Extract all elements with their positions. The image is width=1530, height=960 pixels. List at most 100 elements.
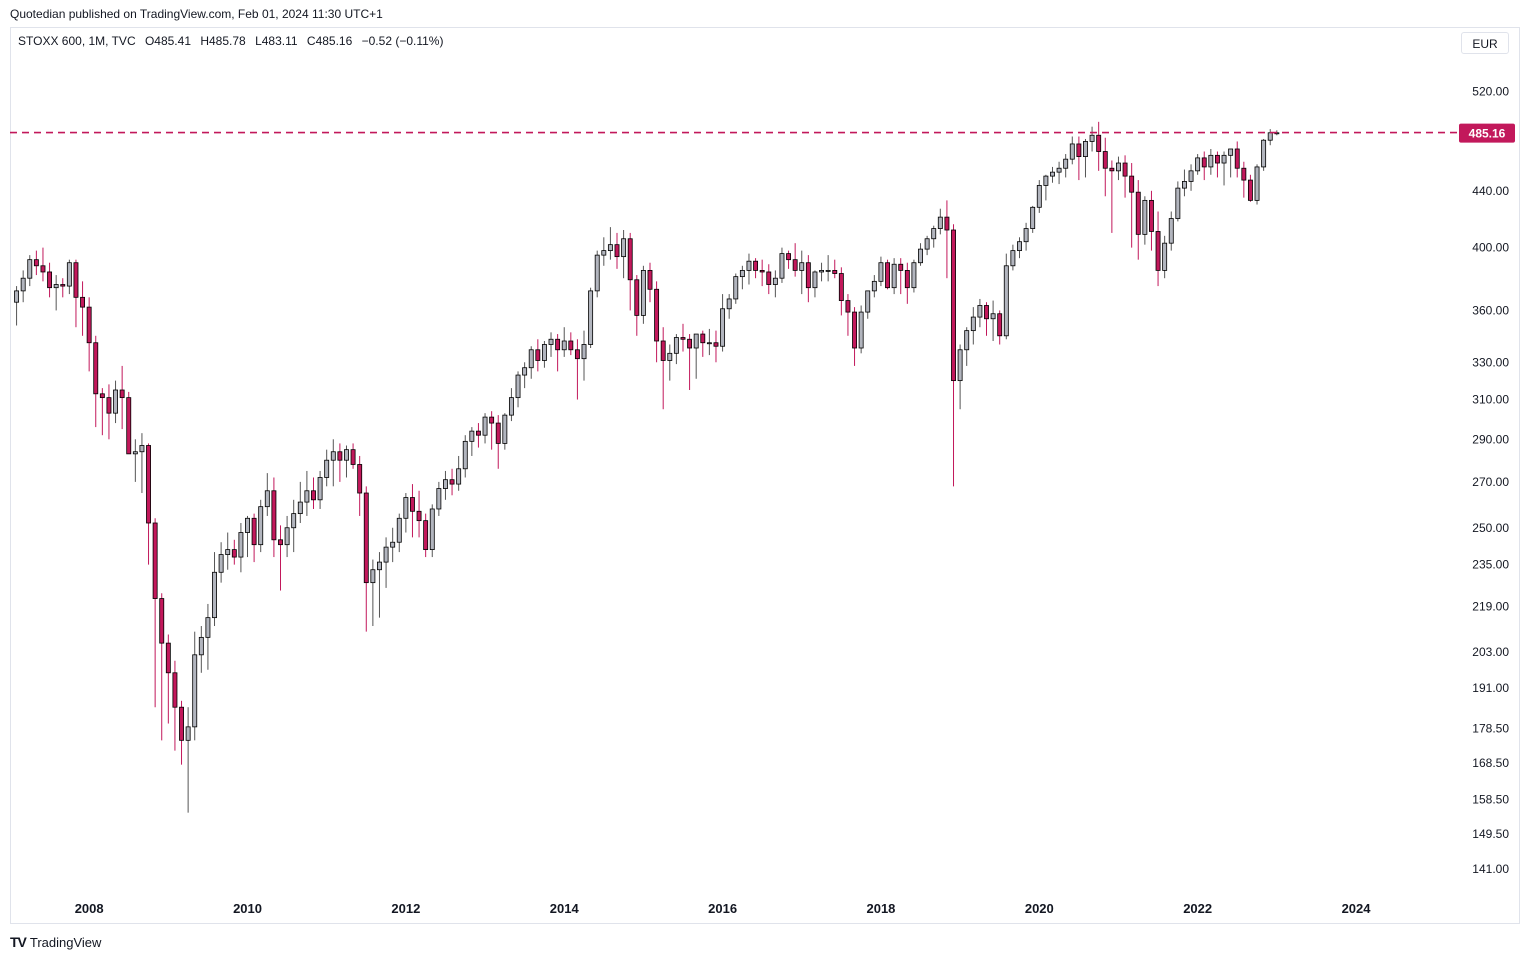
candle-body	[990, 313, 996, 320]
candle-body	[812, 271, 818, 289]
candle-body	[1109, 167, 1115, 172]
candle-body	[825, 270, 831, 272]
candle-body	[462, 440, 468, 470]
candle-body	[60, 284, 66, 287]
candle-body	[291, 513, 297, 529]
candle-body	[390, 541, 396, 548]
candle-body	[852, 311, 857, 349]
x-tick-label: 2008	[75, 901, 104, 916]
x-tick-label: 2022	[1183, 901, 1212, 916]
y-tick-label: 191.00	[1472, 681, 1509, 695]
candle-body	[1043, 175, 1049, 186]
candle-body	[634, 279, 640, 316]
candle-body	[396, 517, 402, 543]
candle-body	[1036, 185, 1042, 208]
y-tick-label: 290.00	[1472, 432, 1509, 446]
candle-body	[80, 296, 85, 308]
candle-body	[1096, 134, 1102, 152]
candle-body	[1188, 170, 1194, 182]
footer-brand[interactable]: TV TradingView	[10, 934, 101, 950]
candle-body	[772, 277, 778, 285]
candle-body	[1089, 134, 1095, 142]
candle-body	[568, 340, 574, 351]
candle-body	[594, 254, 600, 292]
candle-body	[1017, 241, 1022, 252]
candle-body	[693, 333, 699, 349]
last-price-tag	[1459, 123, 1515, 143]
candle-body	[541, 344, 547, 361]
candle-body	[792, 259, 798, 271]
candle-body	[858, 311, 864, 349]
candle-body	[1267, 132, 1273, 141]
x-tick-label: 2018	[866, 901, 895, 916]
candle-body	[132, 451, 138, 455]
candle-body	[535, 349, 541, 361]
candle-body	[93, 342, 99, 395]
candle-body	[449, 479, 455, 485]
candle-body	[1162, 242, 1168, 271]
candle-body	[258, 506, 264, 546]
candle-body	[205, 617, 211, 638]
candle-body	[297, 501, 303, 515]
candle-body	[198, 636, 204, 656]
candle-body	[508, 397, 514, 416]
candle-body	[1056, 167, 1062, 173]
candle-body	[680, 337, 686, 340]
candle-body	[555, 338, 561, 351]
candle-body	[805, 262, 811, 289]
y-tick-label: 141.00	[1472, 862, 1509, 876]
candle-body	[845, 300, 851, 313]
candle-body	[1135, 191, 1141, 235]
candle-body	[245, 517, 250, 533]
candle-body	[838, 273, 844, 301]
candle-body	[687, 338, 693, 349]
candle-body	[1168, 218, 1174, 244]
candle-body	[1063, 158, 1069, 169]
candle-body	[416, 510, 422, 522]
candle-body	[951, 229, 956, 382]
candle-body	[601, 250, 607, 256]
legend-symbol[interactable]: STOXX 600, 1M, TVC	[18, 34, 136, 48]
candle-body	[172, 672, 178, 708]
candle-body	[997, 313, 1003, 337]
candle-body	[1010, 250, 1016, 267]
candle-body	[779, 253, 785, 279]
candle-body	[957, 349, 963, 382]
candle-body	[73, 262, 79, 298]
y-tick-label: 168.50	[1472, 756, 1509, 770]
candle-body	[218, 554, 224, 573]
candle-body	[964, 330, 970, 351]
candle-body	[443, 479, 448, 489]
candle-body	[47, 271, 53, 289]
candle-body	[370, 569, 376, 584]
candle-body	[898, 263, 904, 271]
y-tick-label: 250.00	[1472, 521, 1509, 535]
candle-body	[33, 259, 39, 267]
candle-body	[766, 271, 772, 285]
candle-body	[53, 284, 59, 289]
candle-body	[66, 262, 72, 287]
candle-body	[1116, 162, 1121, 172]
candle-body	[647, 270, 653, 290]
candle-body	[819, 270, 824, 273]
candle-body	[159, 598, 165, 644]
candle-body	[113, 389, 118, 414]
candle-body	[522, 367, 528, 376]
candle-body	[654, 288, 660, 342]
candle-body	[1050, 171, 1055, 177]
candle-body	[311, 490, 316, 501]
symbol-legend: STOXX 600, 1M, TVC O485.41 H485.78 L483.…	[18, 34, 449, 48]
footer-brand-label: TradingView	[29, 934, 102, 950]
candle-body	[225, 549, 231, 555]
candle-body	[284, 527, 290, 546]
currency-button[interactable]: EUR	[1461, 32, 1509, 54]
candle-body	[1142, 199, 1148, 235]
candle-body	[574, 349, 580, 360]
y-tick-label: 203.00	[1472, 645, 1509, 659]
candle-body	[673, 337, 679, 354]
candle-body	[357, 464, 363, 494]
candle-body	[786, 253, 792, 261]
x-tick-label: 2012	[391, 901, 420, 916]
candle-body	[614, 244, 620, 258]
